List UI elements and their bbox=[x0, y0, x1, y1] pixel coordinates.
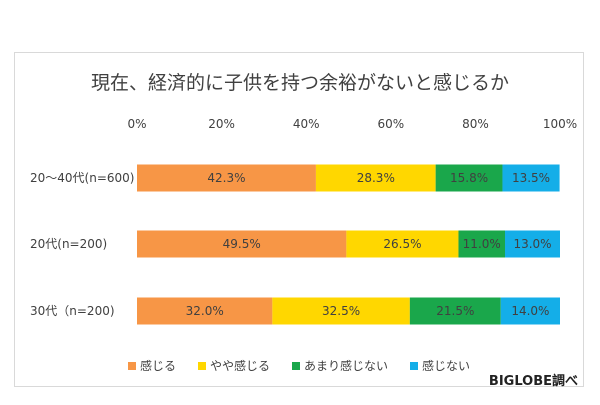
x-tick-label: 60% bbox=[377, 117, 404, 131]
bar-segment bbox=[346, 230, 459, 258]
bar-segment bbox=[272, 297, 410, 325]
x-tick-label: 40% bbox=[293, 117, 320, 131]
data-label: 28.3% bbox=[357, 171, 395, 185]
source-credit: BIGLOBE調べ bbox=[488, 374, 578, 389]
legend-label: あまり感じない bbox=[304, 359, 389, 373]
legend-label: 感じる bbox=[140, 359, 177, 373]
data-label: 13.0% bbox=[513, 237, 551, 251]
bar-segment bbox=[409, 297, 501, 325]
bar-segment bbox=[435, 164, 503, 192]
legend-item: あまり感じない bbox=[292, 357, 388, 374]
legend-swatch bbox=[198, 361, 207, 370]
data-label: 13.5% bbox=[512, 171, 550, 185]
legend-swatch bbox=[410, 361, 419, 370]
legend-label: やや感じる bbox=[210, 359, 271, 373]
x-tick-label: 100% bbox=[543, 117, 577, 131]
data-label: 32.5% bbox=[322, 304, 360, 318]
x-tick-label: 80% bbox=[462, 117, 489, 131]
legend-label: 感じない bbox=[422, 359, 471, 373]
legend-swatch bbox=[128, 361, 136, 370]
legend-swatch bbox=[292, 361, 301, 370]
data-label: 49.5% bbox=[223, 237, 261, 251]
category-label: 20～40代(n=600) bbox=[30, 171, 134, 185]
data-label: 11.0% bbox=[463, 237, 501, 251]
bar-segment bbox=[505, 230, 560, 258]
chart-legend: 感じる やや感じる あまり感じない 感じない bbox=[128, 357, 470, 374]
chart-title: 現在、経済的に子供を持つ余裕がないと感じるか bbox=[90, 72, 509, 94]
data-label: 14.0% bbox=[511, 304, 549, 318]
legend-item: 感じない bbox=[410, 357, 470, 374]
legend-item: やや感じる bbox=[198, 357, 270, 374]
data-label: 21.5% bbox=[436, 304, 474, 318]
legend-item: 感じる bbox=[128, 357, 176, 374]
category-label: 20代(n=200) bbox=[30, 237, 107, 251]
chart-frame bbox=[14, 52, 584, 387]
category-label: 30代（n=200) bbox=[30, 304, 115, 318]
data-label: 32.0% bbox=[186, 304, 224, 318]
bar-segment bbox=[315, 164, 436, 192]
data-label: 42.3% bbox=[207, 171, 245, 185]
bar-segment bbox=[137, 164, 316, 192]
bar-segment bbox=[458, 230, 506, 258]
data-label: 15.8% bbox=[450, 171, 488, 185]
x-tick-label: 20% bbox=[208, 117, 235, 131]
bar-segment bbox=[502, 164, 560, 192]
bar-segment bbox=[137, 297, 273, 325]
data-label: 26.5% bbox=[383, 237, 421, 251]
bar-segment bbox=[137, 230, 347, 258]
bar-segment bbox=[500, 297, 560, 325]
x-tick-label: 0% bbox=[127, 117, 146, 131]
